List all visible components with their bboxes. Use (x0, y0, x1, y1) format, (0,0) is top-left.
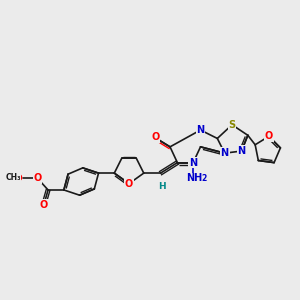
Text: O: O (40, 200, 48, 210)
Text: O: O (151, 132, 159, 142)
Text: 2: 2 (202, 174, 207, 183)
Text: N: N (196, 125, 205, 135)
Text: N: N (237, 146, 246, 156)
Text: O: O (265, 131, 273, 141)
Text: CH₃: CH₃ (5, 173, 21, 182)
Text: NH: NH (186, 173, 202, 183)
Text: O: O (14, 174, 22, 183)
Text: S: S (229, 120, 236, 130)
Text: O: O (125, 178, 133, 189)
Text: H: H (158, 182, 165, 191)
Text: O: O (33, 173, 42, 183)
Text: N: N (189, 158, 197, 168)
Text: N: N (220, 148, 229, 158)
